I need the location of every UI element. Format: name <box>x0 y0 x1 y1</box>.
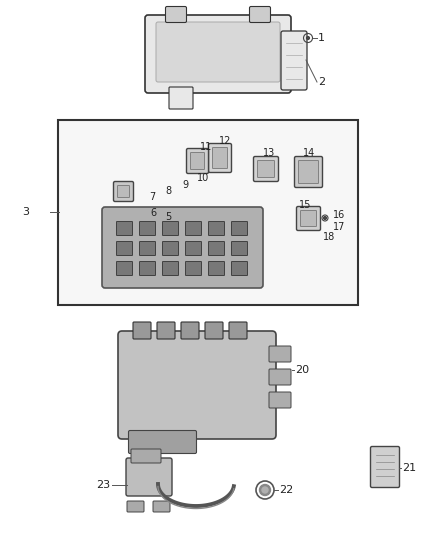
Circle shape <box>307 37 309 39</box>
FancyBboxPatch shape <box>153 501 170 512</box>
FancyBboxPatch shape <box>102 207 263 288</box>
FancyBboxPatch shape <box>139 222 155 236</box>
Text: 11: 11 <box>200 142 212 152</box>
FancyBboxPatch shape <box>232 222 247 236</box>
Text: 16: 16 <box>333 210 345 220</box>
FancyBboxPatch shape <box>232 262 247 276</box>
FancyBboxPatch shape <box>232 241 247 255</box>
FancyBboxPatch shape <box>126 458 172 496</box>
Circle shape <box>324 216 326 220</box>
FancyBboxPatch shape <box>117 185 130 198</box>
FancyBboxPatch shape <box>157 322 175 339</box>
FancyBboxPatch shape <box>117 241 133 255</box>
Text: 9: 9 <box>182 180 188 190</box>
Text: 13: 13 <box>263 148 275 158</box>
FancyBboxPatch shape <box>118 331 276 439</box>
Text: 12: 12 <box>219 136 231 146</box>
FancyBboxPatch shape <box>162 222 179 236</box>
Text: 21: 21 <box>402 463 416 473</box>
Text: 18: 18 <box>323 232 335 242</box>
FancyBboxPatch shape <box>300 211 317 227</box>
Text: 7: 7 <box>149 192 155 202</box>
FancyBboxPatch shape <box>212 148 227 168</box>
Text: 23: 23 <box>96 480 110 490</box>
FancyBboxPatch shape <box>186 262 201 276</box>
FancyBboxPatch shape <box>208 143 232 173</box>
Text: 14: 14 <box>303 148 315 158</box>
Text: 6: 6 <box>150 208 156 218</box>
Text: 22: 22 <box>279 485 293 495</box>
FancyBboxPatch shape <box>139 262 155 276</box>
FancyBboxPatch shape <box>131 449 161 463</box>
FancyBboxPatch shape <box>145 15 291 93</box>
FancyBboxPatch shape <box>294 157 322 188</box>
FancyBboxPatch shape <box>254 157 279 182</box>
FancyBboxPatch shape <box>113 182 134 201</box>
FancyBboxPatch shape <box>299 160 318 183</box>
FancyBboxPatch shape <box>208 222 225 236</box>
FancyBboxPatch shape <box>297 206 321 230</box>
Text: 20: 20 <box>295 365 309 375</box>
FancyBboxPatch shape <box>139 241 155 255</box>
FancyBboxPatch shape <box>269 346 291 362</box>
FancyBboxPatch shape <box>162 262 179 276</box>
FancyBboxPatch shape <box>208 241 225 255</box>
FancyBboxPatch shape <box>128 431 197 454</box>
FancyBboxPatch shape <box>269 392 291 408</box>
FancyBboxPatch shape <box>156 22 280 82</box>
FancyBboxPatch shape <box>208 262 225 276</box>
Circle shape <box>259 484 271 496</box>
Text: 3: 3 <box>22 207 29 217</box>
Text: 5: 5 <box>165 212 171 222</box>
FancyBboxPatch shape <box>186 222 201 236</box>
FancyBboxPatch shape <box>191 152 205 169</box>
FancyBboxPatch shape <box>281 31 307 90</box>
FancyBboxPatch shape <box>169 87 193 109</box>
FancyBboxPatch shape <box>205 322 223 339</box>
FancyBboxPatch shape <box>127 501 144 512</box>
FancyBboxPatch shape <box>117 262 133 276</box>
FancyBboxPatch shape <box>181 322 199 339</box>
FancyBboxPatch shape <box>250 6 271 22</box>
FancyBboxPatch shape <box>258 160 275 177</box>
Circle shape <box>262 487 268 493</box>
FancyBboxPatch shape <box>133 322 151 339</box>
FancyBboxPatch shape <box>269 369 291 385</box>
Text: 1: 1 <box>318 33 325 43</box>
Text: 10: 10 <box>197 173 209 183</box>
Text: 15: 15 <box>299 200 311 210</box>
FancyBboxPatch shape <box>166 6 187 22</box>
FancyBboxPatch shape <box>186 241 201 255</box>
Text: 2: 2 <box>318 77 325 87</box>
FancyBboxPatch shape <box>162 241 179 255</box>
FancyBboxPatch shape <box>187 149 208 174</box>
FancyBboxPatch shape <box>371 447 399 488</box>
Text: 8: 8 <box>165 186 171 196</box>
FancyBboxPatch shape <box>229 322 247 339</box>
Bar <box>58 120 358 305</box>
FancyBboxPatch shape <box>117 222 133 236</box>
Text: 17: 17 <box>333 222 346 232</box>
